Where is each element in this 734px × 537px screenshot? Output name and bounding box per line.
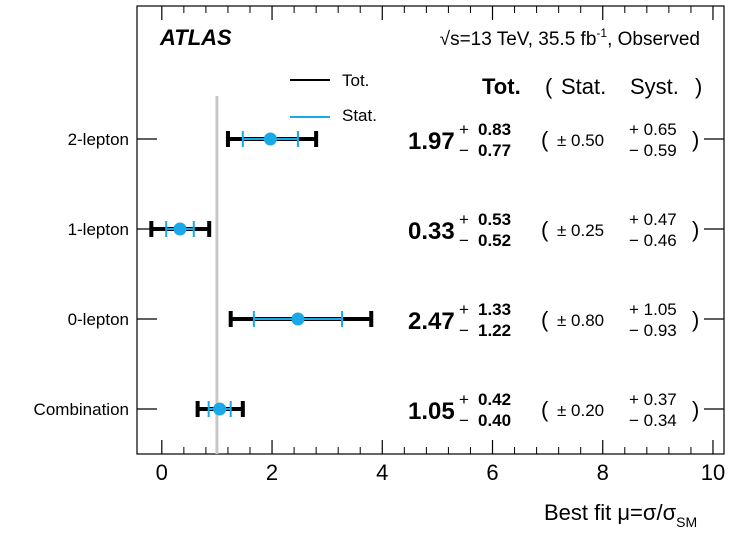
total-plus-sign: + [459,210,469,229]
x-tick-label: 8 [597,460,609,485]
best-fit-value: 0.33 [408,218,455,245]
best-fit-marker [173,222,187,236]
table-header-stat: Stat. [561,74,606,99]
total-plus-sign: + [459,390,469,409]
total-minus-sign: − [459,411,469,430]
stat-open-paren: ( [541,397,549,422]
total-minus-sign: − [459,231,469,250]
best-fit-value: 2.47 [408,308,455,335]
best-fit-value: 1.97 [408,128,455,155]
total-down-value: 0.77 [478,141,511,160]
x-tick-label: 2 [266,460,278,485]
total-down-value: 1.22 [478,321,511,340]
best-fit-marker [213,402,227,416]
x-tick-label: 10 [701,460,725,485]
syst-up-value: + 1.05 [629,300,677,319]
syst-up-value: + 0.47 [629,210,677,229]
total-minus-sign: − [459,321,469,340]
total-down-value: 0.40 [478,411,511,430]
category-label: 0-lepton [68,310,129,329]
syst-close-paren: ) [692,127,699,152]
energy-lumi-label: √s=13 TeV, 35.5 fb-1, Observed [440,26,700,50]
category-label: 2-lepton [68,130,129,149]
syst-close-paren: ) [692,307,699,332]
syst-down-value: − 0.93 [629,321,677,340]
syst-down-value: − 0.59 [629,141,677,160]
category-label: 1-lepton [68,220,129,239]
table-header-syst: Syst. [630,74,679,99]
total-plus-sign: + [459,300,469,319]
stat-open-paren: ( [541,217,549,242]
total-up-value: 0.83 [478,120,511,139]
total-up-value: 0.53 [478,210,511,229]
stat-value: ± 0.25 [557,221,604,240]
stat-open-paren: ( [541,127,549,152]
syst-up-value: + 0.37 [629,390,677,409]
x-axis-label-sub: SM [676,514,697,530]
stat-value: ± 0.80 [557,311,604,330]
total-plus-sign: + [459,120,469,139]
stat-value: ± 0.50 [557,131,604,150]
legend-tot-label: Tot. [342,71,369,90]
table-header-open-paren: ( [545,74,553,99]
stat-open-paren: ( [541,307,549,332]
best-fit-marker [263,132,277,146]
table-header-tot: Tot. [482,74,521,99]
total-up-value: 0.42 [478,390,511,409]
total-down-value: 0.52 [478,231,511,250]
syst-close-paren: ) [692,397,699,422]
experiment-label: ATLAS [159,25,232,50]
lumi-exponent: -1 [596,26,607,40]
x-tick-label: 6 [486,460,498,485]
syst-up-value: + 0.65 [629,120,677,139]
plot-frame [136,5,725,455]
best-fit-value: 1.05 [408,398,455,425]
syst-close-paren: ) [692,217,699,242]
stat-value: ± 0.20 [557,401,604,420]
syst-down-value: − 0.34 [629,411,677,430]
x-tick-label: 4 [376,460,388,485]
legend-stat-label: Stat. [342,106,377,125]
best-fit-marker [291,312,305,326]
total-up-value: 1.33 [478,300,511,319]
table-header-close-paren: ) [695,74,702,99]
syst-down-value: − 0.46 [629,231,677,250]
total-minus-sign: − [459,141,469,160]
x-tick-label: 0 [156,460,168,485]
category-label: Combination [34,400,129,419]
x-axis-label: Best fit μ=σ/σSM [544,500,697,530]
